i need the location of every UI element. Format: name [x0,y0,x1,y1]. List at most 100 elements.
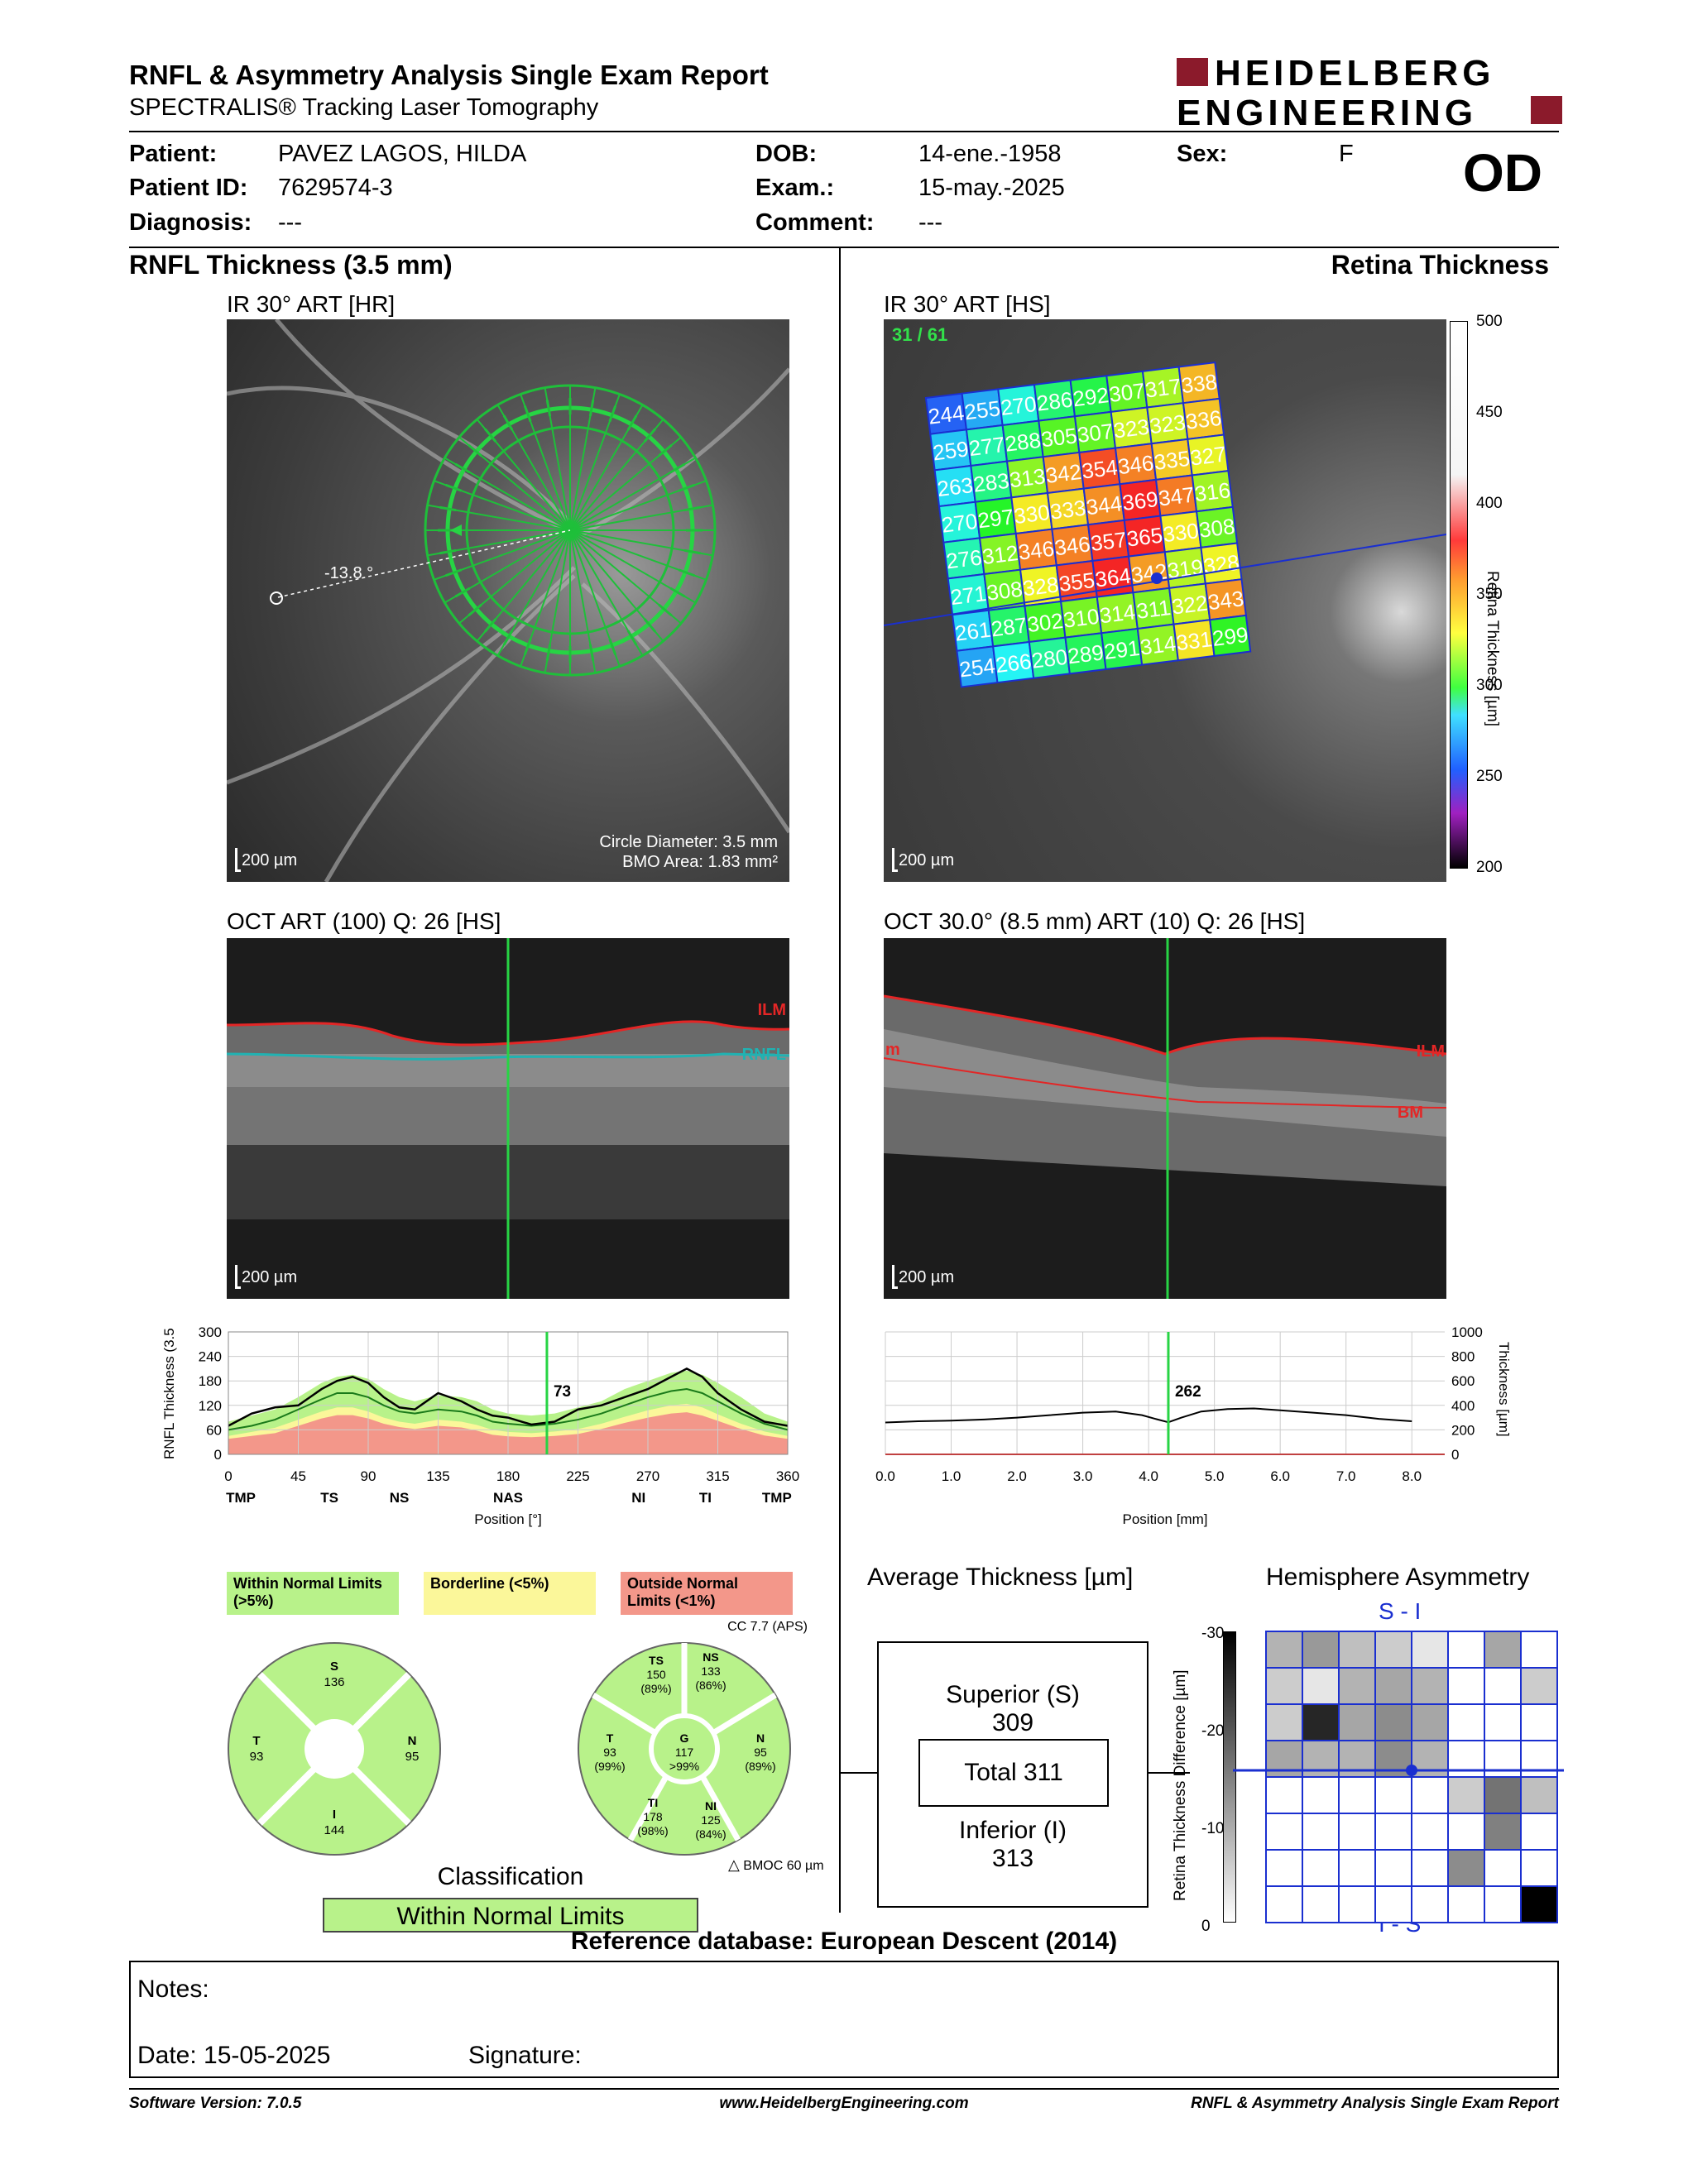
total-value: Total 311 [918,1739,1109,1807]
asym-cell [1484,1667,1522,1705]
sector-ni-value: 125 [701,1813,721,1827]
grid-value: 263 [936,472,975,501]
exam-label: Exam.: [755,175,835,201]
asym-cell [1520,1703,1558,1741]
report-title: RNFL & Asymmetry Analysis Single Exam Re… [129,60,769,90]
y-tick-label: 240 [199,1349,222,1365]
sector-t-pct: (99%) [594,1760,625,1773]
y-axis-label: RNFL Thickness (3.5 mm) [µm] [161,1324,177,1459]
grid-value: 288 [1004,428,1043,457]
cursor-value: 262 [1175,1383,1201,1401]
section-retina-title: Retina Thickness [1331,250,1549,280]
sector-n-label: N [408,1734,417,1748]
asym-cell [1374,1885,1412,1923]
grid-value: 270 [1000,391,1038,420]
grid-value: 347 [1157,482,1196,511]
signature-field[interactable]: Signature: [468,2042,582,2069]
asym-cell [1265,1813,1303,1851]
grid-value: 297 [976,504,1015,533]
asym-cell [1374,1703,1412,1741]
grid-value: 346 [1017,536,1056,565]
asym-cell [1447,1703,1485,1741]
sector-ti-value: 178 [643,1810,663,1823]
patient-label: Patient: [129,141,218,167]
y-tick-label: 60 [206,1422,222,1438]
asym-cell [1265,1776,1303,1814]
exam-date: 15-may.-2025 [918,175,1065,201]
grid-value: 338 [1180,369,1219,398]
y-tick-label: 200 [1451,1422,1475,1438]
sector-t-label: T [607,1731,614,1745]
classification-value: Within Normal Limits [323,1898,698,1933]
x-tick-label: 0 [224,1468,232,1484]
asym-cell [1411,1631,1449,1669]
sector-n-pct: (89%) [745,1760,775,1773]
fundus-ir-image-right: 244 255 270 286 292 307 317 338 259 277 288 305 307 3… [884,319,1446,882]
grid-value: 287 [990,612,1029,641]
asym-cell [1484,1703,1522,1741]
grid-value: 317 [1144,373,1182,402]
asym-tick: -20 [1201,1722,1225,1740]
sector-n-value: 95 [754,1746,767,1759]
date-field: Date: 15-05-2025 [137,2042,331,2069]
grid-value: 311 [1135,595,1172,624]
software-version: Software Version: 7.0.5 [129,2095,302,2112]
asym-cell [1447,1885,1485,1923]
asym-cell [1302,1885,1340,1923]
asym-axis-label: Retina Thickness Difference [µm] [1172,1669,1189,1901]
bmoc-value: BMOC 60 µm [743,1859,824,1873]
notes-label: Notes: [137,1976,209,2003]
grid-value: 305 [1040,423,1079,452]
asym-cell [1374,1813,1412,1851]
colorbar-tick: 200 [1476,859,1503,876]
ir-right-title: IR 30° ART [HS] [884,291,1051,317]
grid-value: 307 [1108,378,1147,407]
asym-cell [1338,1813,1376,1851]
grid-value: 322 [1170,591,1209,620]
grid-value: 280 [1030,644,1069,673]
x-tick-label: 315 [706,1468,729,1484]
x-tick-label: 2.0 [1007,1468,1027,1484]
sector-g-label: G [680,1731,689,1745]
asym-cell [1447,1813,1485,1851]
asym-cell [1411,1849,1449,1887]
sector-ni-pct: (84%) [695,1827,726,1841]
ilm-label: ILM [757,1001,786,1019]
bmoc-label: △ BMOC 60 µm [728,1856,824,1874]
grid-value: 261 [953,617,992,646]
sector-ts-value: 150 [646,1668,666,1681]
colorbar-tick: 300 [1476,677,1503,694]
asym-cell [1484,1849,1522,1887]
diagnosis: --- [278,209,302,236]
brand-line2: ENGINEERING [1177,93,1478,133]
asym-cell [1302,1776,1340,1814]
asym-cell [1265,1667,1303,1705]
rnfl-thickness-chart: 0 60 120 180 240 300 0 45 90 135 180 225 270 315 360 73… [161,1324,799,1527]
asym-cell [1338,1776,1376,1814]
grid-value: 342 [1044,459,1083,488]
dob-label: DOB: [755,141,818,167]
website-link[interactable]: www.HeidelbergEngineering.com [719,2095,969,2112]
x-tick-label: 8.0 [1402,1468,1422,1484]
grid-value: 292 [1072,382,1110,411]
grid-value: 254 [958,653,997,682]
sector-ts-pct: (89%) [640,1682,671,1695]
asym-cell [1520,1813,1558,1851]
asym-cell [1484,1776,1522,1814]
asym-cell [1265,1703,1303,1741]
y-tick-label: 300 [199,1324,222,1340]
normal-mean-line [228,1388,789,1431]
x-tick-label: 5.0 [1205,1468,1225,1484]
notes-box[interactable]: Notes: Date: 15-05-2025 Signature: [129,1961,1559,2078]
x-tick-label: 225 [566,1468,589,1484]
asym-cell [1265,1631,1303,1669]
sector-t-label: T [252,1734,260,1748]
rnfl-label: RNFL [741,1046,786,1064]
x-tick-label: 180 [496,1468,520,1484]
grid-value: 291 [1102,635,1141,664]
grid-value: 344 [1085,491,1124,520]
y-tick-label: 180 [199,1373,222,1389]
sector-n-value: 95 [405,1750,420,1764]
x-tick-label: 90 [361,1468,376,1484]
cursor-value: 73 [554,1383,571,1401]
